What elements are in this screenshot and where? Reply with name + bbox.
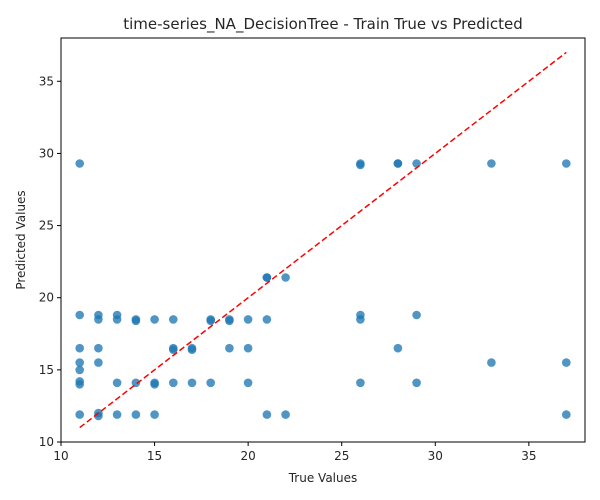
data-point — [356, 315, 365, 324]
x-tick-label: 15 — [147, 449, 162, 463]
x-axis-label: True Values — [288, 471, 358, 485]
y-axis-label: Predicted Values — [14, 190, 28, 289]
x-tick-label: 10 — [53, 449, 68, 463]
data-point — [150, 380, 159, 389]
data-point — [75, 343, 84, 353]
x-tick-label: 30 — [428, 449, 443, 463]
data-point — [187, 378, 197, 388]
y-tick-label: 35 — [39, 74, 54, 88]
data-point — [262, 273, 272, 282]
chart-title: time-series_NA_DecisionTree - Train True… — [123, 15, 523, 34]
data-point — [243, 378, 253, 388]
x-tick-label: 25 — [334, 449, 349, 463]
data-point — [262, 410, 272, 419]
data-point — [94, 411, 103, 421]
data-point — [393, 343, 403, 353]
data-point — [487, 358, 496, 367]
reference-line-layer — [79, 51, 567, 429]
data-point — [562, 358, 571, 367]
data-point — [150, 315, 159, 324]
data-point — [75, 310, 84, 320]
data-point — [131, 316, 141, 326]
data-point — [225, 316, 234, 326]
data-point — [112, 378, 122, 388]
data-point — [94, 358, 103, 367]
data-point — [112, 315, 122, 324]
data-point — [131, 410, 141, 419]
x-tick-label: 20 — [241, 449, 256, 463]
data-point — [281, 410, 290, 419]
data-point — [131, 378, 141, 388]
y-axis-ticks: 10 15 20 25 30 35 — [39, 74, 61, 449]
y-tick-label: 30 — [39, 146, 54, 160]
data-point — [393, 159, 403, 168]
points-layer — [75, 159, 571, 421]
y-tick-label: 25 — [39, 219, 54, 233]
data-point — [206, 378, 215, 388]
reference-line — [79, 51, 567, 429]
data-point — [169, 378, 178, 388]
y-tick-label: 10 — [39, 435, 54, 449]
x-axis-ticks: 10 15 20 25 30 35 — [53, 442, 536, 463]
y-tick-label: 15 — [39, 363, 54, 377]
data-point — [75, 159, 84, 168]
y-tick-label: 20 — [39, 291, 54, 305]
data-point — [75, 410, 84, 419]
data-point — [75, 380, 84, 389]
data-point — [169, 315, 178, 324]
data-point — [262, 315, 272, 324]
data-point — [94, 315, 103, 324]
data-point — [412, 310, 421, 320]
data-point — [206, 316, 215, 326]
x-tick-label: 35 — [521, 449, 536, 463]
data-point — [562, 159, 571, 168]
data-point — [356, 378, 365, 388]
data-point — [187, 345, 197, 355]
data-point — [112, 410, 122, 419]
data-point — [94, 343, 103, 353]
data-point — [225, 343, 234, 353]
plot-frame — [60, 37, 586, 443]
data-point — [562, 410, 571, 419]
data-point — [150, 410, 159, 419]
data-point — [412, 378, 421, 388]
data-point — [281, 273, 290, 282]
data-point — [75, 365, 84, 375]
data-point — [243, 315, 253, 324]
data-point — [75, 358, 84, 367]
data-point — [412, 159, 421, 168]
data-point — [243, 343, 253, 353]
data-point — [356, 160, 365, 170]
data-point — [487, 159, 496, 168]
data-point — [169, 345, 178, 355]
